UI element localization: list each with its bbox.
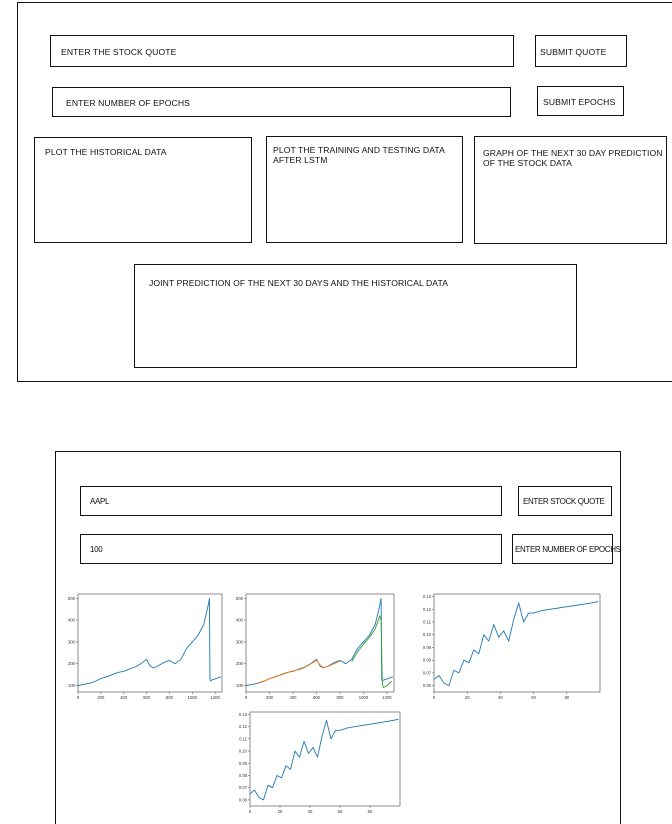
x-tick-label: 400 (289, 695, 297, 700)
training-plot-title: PLOT THE TRAINING AND TESTING DATA AFTER… (273, 145, 445, 165)
stock-symbol-value: AAPL (90, 497, 110, 506)
x-tick-label: 0 (249, 809, 252, 814)
plot-frame (77, 593, 223, 693)
plot-frame (249, 711, 401, 807)
submit-quote-label: SUBMIT QUOTE (540, 47, 607, 57)
stock-quote-input[interactable]: ENTER THE STOCK QUOTE (50, 35, 514, 67)
x-tick-label: 20 (465, 695, 470, 700)
x-tick-label: 0 (77, 695, 80, 700)
y-tick-label: 200 (68, 661, 76, 666)
x-tick-label: 1200 (210, 695, 220, 700)
epochs-value-input[interactable]: 100 (80, 534, 502, 564)
x-tick-label: 1000 (359, 695, 369, 700)
x-tick-label: 80 (368, 809, 373, 814)
submit-epochs-button[interactable]: SUBMIT EPOCHS (537, 86, 624, 116)
y-tick-label: 0.11 (239, 736, 248, 741)
joint-plot-panel: JOINT PREDICTION OF THE NEXT 30 DAYS AND… (134, 264, 577, 368)
y-tick-label: 400 (68, 618, 76, 623)
series-line (433, 601, 599, 687)
y-tick-label: 0.07 (423, 670, 432, 675)
y-tick-label: 0.09 (239, 761, 248, 766)
historical-data-chart: 0 200 400 600 800 1000 1200 100 200 300 400 500 (68, 593, 223, 700)
x-tick-label: 600 (143, 695, 151, 700)
x-tick-label: 20 (278, 809, 283, 814)
prediction-plot-panel: GRAPH OF THE NEXT 30 DAY PREDICTION OF T… (474, 136, 667, 244)
x-tick-label: 0 (245, 695, 248, 700)
x-tick-label: 1000 (188, 695, 198, 700)
next-30-day-prediction-chart: 0 20 40 60 80 0.06 0.07 0.08 0.09 0.10 0.11 0.12 0.1… (423, 593, 601, 700)
stock-symbol-input[interactable]: AAPL (80, 486, 502, 516)
series-line (249, 718, 399, 801)
y-tick-label: 100 (236, 683, 244, 688)
y-tick-label: 0.10 (239, 749, 248, 754)
enter-epochs-label: ENTER NUMBER OF EPOCHS (515, 545, 621, 554)
historical-plot-panel: PLOT THE HISTORICAL DATA (34, 137, 252, 243)
x-tick-label: 40 (498, 695, 503, 700)
y-tick-label: 0.10 (423, 632, 432, 637)
y-tick-label: 0.09 (423, 645, 432, 650)
x-tick-label: 1200 (382, 695, 392, 700)
series-line (77, 597, 222, 686)
plot-frame (433, 593, 601, 693)
train-test-chart: 0 200 400 600 800 1000 1200 100 200 300 400 500 (236, 593, 395, 700)
y-tick-label: 0.11 (423, 620, 432, 625)
y-tick-label: 0.12 (423, 607, 432, 612)
x-tick-label: 600 (313, 695, 321, 700)
y-tick-label: 0.13 (239, 712, 248, 717)
x-tick-label: 60 (531, 695, 536, 700)
submit-epochs-label: SUBMIT EPOCHS (543, 97, 616, 107)
y-tick-label: 400 (236, 618, 244, 623)
y-tick-label: 200 (236, 661, 244, 666)
y-tick-label: 0.06 (239, 797, 248, 802)
y-tick-label: 0.08 (423, 658, 432, 663)
y-tick-label: 0.13 (423, 594, 432, 599)
x-tick-label: 200 (266, 695, 274, 700)
y-tick-label: 0.06 (423, 683, 432, 688)
series-line (257, 659, 341, 684)
plot-frame (245, 593, 395, 693)
prediction-plot-title: GRAPH OF THE NEXT 30 DAY PREDICTION OF T… (483, 148, 663, 168)
y-tick-label: 0.12 (239, 724, 248, 729)
y-tick-label: 100 (68, 683, 76, 688)
y-tick-label: 0.08 (239, 773, 248, 778)
y-tick-label: 500 (68, 596, 76, 601)
training-plot-panel: PLOT THE TRAINING AND TESTING DATA AFTER… (266, 136, 463, 243)
stock-quote-input-label: ENTER THE STOCK QUOTE (61, 47, 177, 57)
historical-plot-title: PLOT THE HISTORICAL DATA (45, 147, 167, 157)
enter-stock-quote-button[interactable]: ENTER STOCK QUOTE (518, 486, 612, 516)
y-tick-label: 300 (68, 639, 76, 644)
x-tick-label: 80 (564, 695, 569, 700)
joint-plot-title: JOINT PREDICTION OF THE NEXT 30 DAYS AND… (149, 278, 449, 288)
x-tick-label: 60 (338, 809, 343, 814)
x-tick-label: 400 (120, 695, 128, 700)
epochs-value: 100 (90, 545, 103, 554)
x-tick-label: 40 (308, 809, 313, 814)
x-tick-label: 0 (433, 695, 436, 700)
joint-prediction-chart: 0 20 40 60 80 0.06 0.07 0.08 0.09 0.10 0.11 0.12 0.1… (239, 711, 401, 814)
x-tick-label: 200 (97, 695, 105, 700)
y-tick-label: 300 (236, 639, 244, 644)
enter-stock-quote-label: ENTER STOCK QUOTE (523, 497, 605, 506)
y-tick-label: 500 (236, 596, 244, 601)
epochs-input[interactable]: ENTER NUMBER OF EPOCHS (52, 87, 511, 117)
enter-epochs-button[interactable]: ENTER NUMBER OF EPOCHS (512, 534, 621, 564)
submit-quote-button[interactable]: SUBMIT QUOTE (535, 35, 627, 67)
x-tick-label: 800 (336, 695, 344, 700)
x-tick-label: 800 (166, 695, 174, 700)
y-tick-label: 0.07 (239, 785, 248, 790)
series-line (351, 615, 393, 689)
epochs-input-label: ENTER NUMBER OF EPOCHS (66, 98, 190, 108)
